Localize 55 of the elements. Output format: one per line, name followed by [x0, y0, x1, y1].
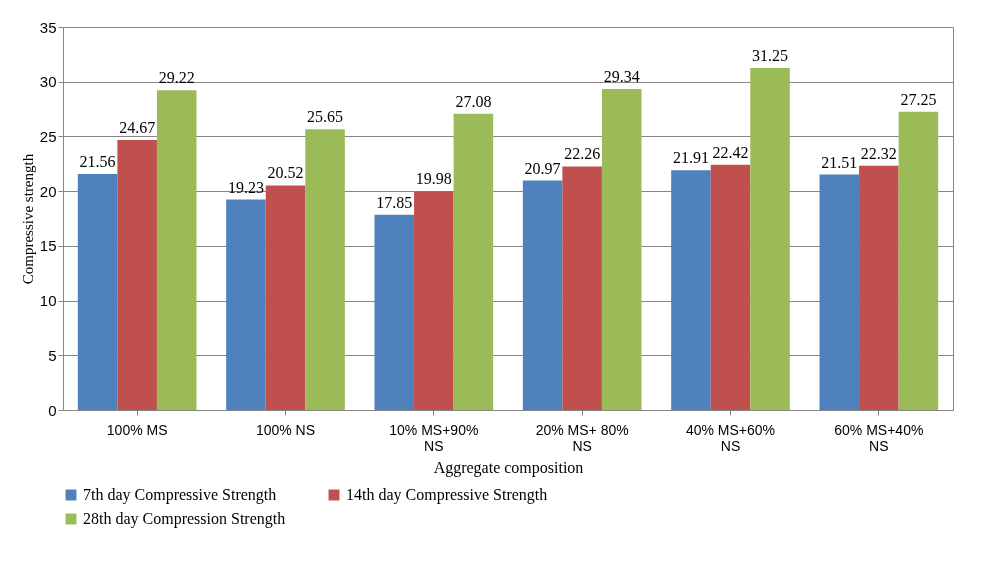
bar	[898, 111, 939, 410]
data-label: 22.32	[860, 144, 897, 162]
bar	[671, 170, 711, 410]
y-tick-label: 0	[48, 401, 57, 419]
data-label: 17.85	[376, 193, 413, 211]
bar	[819, 174, 860, 410]
bar	[374, 214, 415, 410]
bar	[710, 164, 751, 410]
data-label: 20.52	[267, 164, 304, 182]
bar	[859, 165, 899, 410]
data-label: 21.91	[672, 149, 709, 167]
data-label: 29.22	[158, 69, 195, 87]
x-tick-label: 40% MS+60% NS	[685, 421, 776, 454]
data-label: 19.98	[415, 170, 452, 188]
data-label: 31.25	[752, 47, 789, 65]
x-axis-title: Aggregate composition	[433, 458, 584, 477]
data-label: 24.67	[119, 119, 156, 137]
y-tick-label: 15	[39, 237, 57, 255]
legend-label: 7th day Compressive Strength	[83, 486, 277, 504]
x-tick-label: 60% MS+40% NS	[834, 421, 924, 454]
y-tick-label: 10	[39, 292, 57, 310]
bar	[453, 113, 494, 410]
bar	[265, 185, 306, 410]
bar	[117, 140, 157, 410]
bar	[156, 90, 197, 410]
bar	[750, 68, 790, 410]
x-tick-label: 100% NS	[255, 421, 316, 438]
y-tick-label: 5	[48, 346, 57, 364]
data-label: 27.25	[900, 90, 937, 108]
bar	[305, 129, 345, 410]
data-label: 21.51	[821, 153, 858, 171]
data-label: 20.97	[524, 159, 561, 177]
y-tick-label: 30	[39, 73, 57, 91]
bar	[414, 191, 454, 410]
data-label: 21.56	[79, 153, 116, 171]
y-tick-label: 20	[39, 182, 57, 200]
y-axis-title: Compressive strength	[19, 153, 36, 285]
bar	[77, 174, 118, 410]
legend-label: 28th day Compression Strength	[83, 510, 286, 528]
data-label: 22.42	[712, 143, 749, 161]
bar	[562, 166, 602, 410]
y-tick-label: 35	[39, 18, 57, 36]
data-label: 22.26	[564, 145, 601, 163]
data-label: 27.08	[455, 92, 492, 110]
data-label: 25.65	[307, 108, 344, 126]
data-label: 19.23	[227, 178, 264, 196]
y-tick-label: 25	[39, 127, 57, 145]
bar	[226, 199, 266, 410]
data-label: 29.34	[603, 67, 640, 85]
bar	[522, 180, 563, 410]
x-tick-label: 100% MS	[106, 421, 168, 438]
x-tick-label: 10% MS+90% NS	[389, 421, 479, 454]
bar	[601, 88, 642, 410]
x-tick-label: 20% MS+ 80% NS	[535, 421, 629, 454]
legend-label: 14th day Compressive Strength	[346, 486, 548, 504]
